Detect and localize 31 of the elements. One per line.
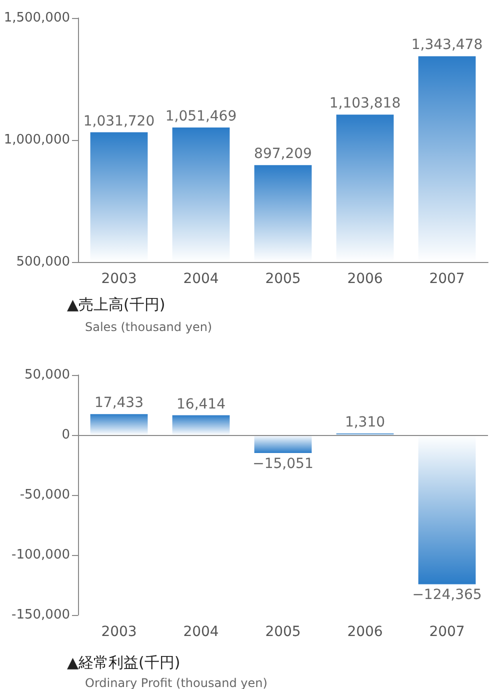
x-tick-label: 2004 [183,624,219,640]
y-tick-label: 1,500,000 [4,10,70,26]
x-tick-label: 2007 [429,624,465,640]
y-tick-label: 1,000,000 [4,132,70,148]
text: Sales (thousand yen) [85,320,212,334]
y-tick-label: -150,000 [12,608,70,622]
data-label: 1,310 [344,414,386,430]
data-label: 1,031,720 [83,113,155,130]
y-tick-label: 500,000 [16,254,70,270]
data-label: 17,433 [94,395,144,412]
x-tick-label: 2003 [101,624,137,640]
data-label: 1,051,469 [165,108,237,124]
x-tick-label: 2005 [265,271,301,287]
data-label: 1,343,478 [411,37,483,54]
y-tick-label: -100,000 [12,548,70,562]
x-tick-label: 2003 [101,271,137,287]
y-tick-label: 0 [62,428,70,442]
data-label: 1,103,818 [329,96,401,112]
data-label: 897,209 [254,146,312,162]
x-tick-label: 2005 [265,624,301,640]
x-tick-label: 2006 [347,271,383,287]
x-tick-label: 2007 [429,271,465,287]
y-tick-label: 50,000 [24,368,70,382]
text: ▲売上高(千円) [67,296,166,314]
y-tick-label: -50,000 [20,488,70,502]
x-tick-label: 2006 [347,624,383,640]
data-label: −124,365 [412,587,482,604]
x-tick-label: 2004 [183,271,219,287]
text: ▲経常利益(千円) [67,654,180,672]
data-label: −15,051 [252,456,314,472]
data-label: 16,414 [176,396,226,412]
